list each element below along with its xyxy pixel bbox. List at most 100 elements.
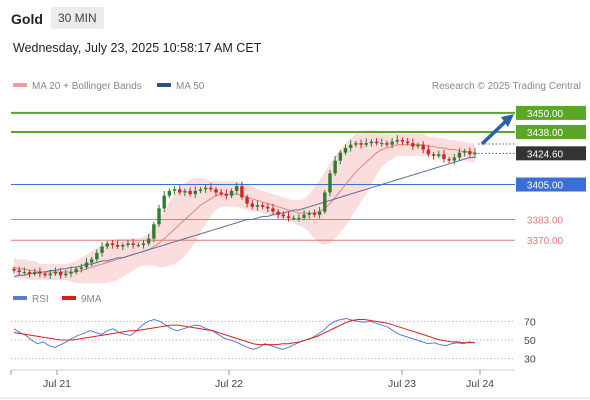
title-bar: Gold 30 MIN (0, 0, 590, 36)
candle-body (271, 208, 275, 212)
candle-body (48, 273, 52, 276)
candle-body (79, 267, 84, 269)
candle-body (172, 189, 177, 191)
rsi-legend-swatch (13, 296, 27, 300)
candle-body (255, 205, 260, 207)
forecast-arrow (480, 118, 509, 146)
candle-body (333, 160, 337, 174)
candle-body (53, 272, 58, 274)
ma20-legend-swatch (13, 83, 27, 87)
candle-body (157, 208, 161, 225)
candle-body (146, 238, 151, 244)
level-label-3370-00: 3370.00 (527, 236, 564, 247)
x-tick-label: Jul 24 (466, 378, 494, 390)
candle-body (84, 262, 89, 268)
candle-body (126, 243, 130, 245)
rsi-legend: RSI 9MA (13, 294, 102, 305)
rsi-tick-label: 70 (524, 316, 536, 328)
instrument-title: Gold (11, 11, 43, 27)
rsi-chart: 70 50 30 (11, 316, 536, 366)
candle-body (12, 268, 16, 271)
candle-body (27, 272, 32, 274)
credit-label: Research © 2025 Trading Central (432, 81, 581, 92)
candle-body (374, 141, 379, 144)
rsi-legend-label: RSI (32, 294, 49, 305)
candle-body (405, 141, 410, 144)
candle-body (95, 252, 99, 260)
candle-body (431, 154, 436, 156)
candle-body (105, 243, 109, 247)
candle-body (260, 205, 265, 207)
candle-body (58, 272, 63, 276)
ma9-line (13, 318, 475, 346)
candle-body (354, 143, 358, 145)
candle-body (43, 273, 47, 276)
bollinger-band (14, 130, 475, 284)
candle-body (452, 157, 456, 161)
candle-body (292, 217, 296, 219)
candle-body (224, 194, 229, 196)
candle-body (162, 195, 166, 209)
candle-body (447, 159, 451, 161)
rsi-tick-label: 30 (524, 354, 536, 366)
level-tag-3424-60 (516, 146, 586, 161)
candle-body (178, 189, 182, 193)
candle-body (266, 206, 270, 209)
x-axis: Jul 21 Jul 22 Jul 23 Jul 24 (0, 369, 590, 399)
candle-body (281, 214, 286, 217)
candle-body (229, 190, 234, 196)
candle-body (183, 190, 187, 193)
candle-body (457, 152, 462, 158)
candle-body (17, 270, 21, 273)
level-label-3383-00: 3383.00 (527, 216, 564, 227)
candle-body (426, 149, 431, 155)
candle-body (198, 189, 203, 191)
chart-datetime: Wednesday, July 23, 2025 10:58:17 AM CET (13, 41, 262, 55)
forecast-arrow-head (501, 114, 514, 128)
ma9-legend-swatch (62, 296, 76, 300)
candle-body (286, 216, 291, 218)
candle-body (307, 213, 311, 215)
candle-body (250, 203, 254, 207)
candle-body (209, 187, 213, 190)
level-label-3405-00: 3405.00 (527, 181, 564, 192)
candle-body (245, 197, 249, 204)
candle-body (390, 141, 394, 145)
candle-body (364, 143, 368, 145)
candle-body (193, 190, 197, 195)
candle-body (100, 246, 104, 253)
candle-body (203, 187, 208, 190)
candle-body (442, 154, 446, 160)
candle-body (302, 214, 306, 218)
candle-body (338, 152, 343, 161)
candle-body (468, 151, 472, 155)
candle-body (323, 192, 327, 212)
candle-body (64, 273, 68, 276)
candle-body (219, 192, 223, 195)
ma50-line (13, 156, 475, 278)
candle-body (400, 139, 405, 142)
candle-body (328, 173, 332, 193)
candle-body (69, 272, 73, 274)
ma50-legend-label: MA 50 (176, 81, 205, 92)
candle-body (167, 190, 172, 196)
candle-body (411, 143, 415, 147)
level-label-3424-60: 3424.60 (527, 149, 564, 160)
price-chart: 3450.00 3438.00 3424.60 3405.00 3383.00 3370.… (11, 105, 586, 284)
timeframe-selector[interactable]: 30 MIN (51, 7, 104, 29)
candle-body (473, 152, 477, 155)
candle-body (115, 244, 120, 247)
candle-body (437, 154, 441, 156)
candle-body (359, 143, 363, 145)
candle-body (131, 243, 135, 245)
level-tag-3405-00 (516, 177, 586, 192)
candle-body (395, 139, 400, 142)
candle-body (188, 190, 192, 195)
rsi-tick-label: 50 (524, 335, 536, 347)
ma50-legend-swatch (157, 83, 171, 87)
candle-body (33, 272, 37, 274)
level-tag-3438-00 (516, 125, 586, 140)
candle-body (416, 144, 420, 147)
candle-body (462, 151, 467, 153)
x-tick-label: Jul 22 (215, 378, 243, 390)
